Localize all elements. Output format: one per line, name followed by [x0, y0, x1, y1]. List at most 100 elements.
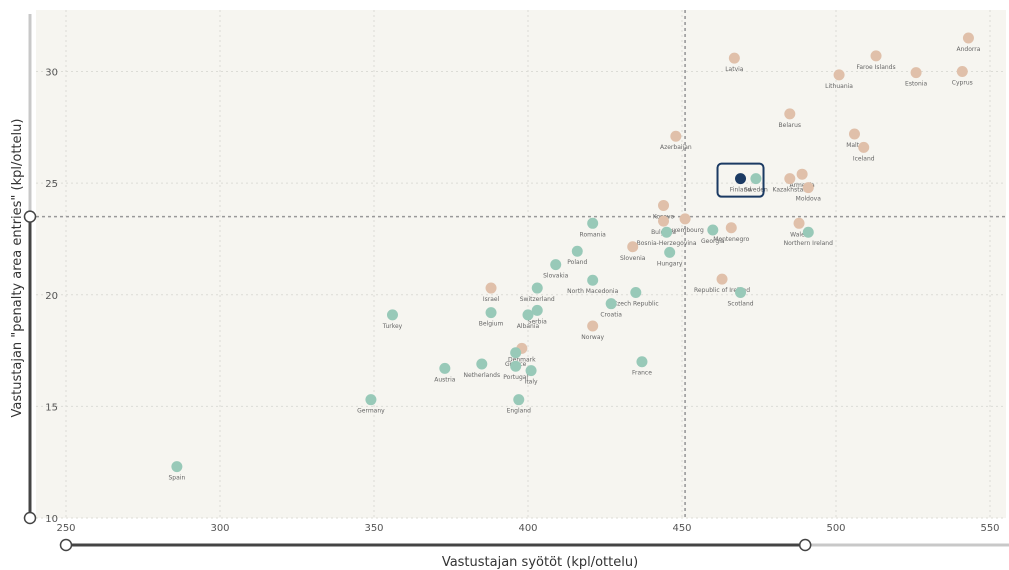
data-point-label: Albania [517, 323, 540, 330]
data-point-label: Lithuania [825, 83, 853, 90]
data-point[interactable] [485, 307, 497, 319]
data-point[interactable] [513, 394, 525, 406]
data-point[interactable] [802, 182, 814, 194]
data-point[interactable] [587, 217, 599, 229]
data-point[interactable] [728, 52, 740, 64]
data-point-label: Estonia [905, 81, 927, 88]
data-point-label: Scotland [727, 301, 753, 308]
data-point[interactable] [531, 304, 543, 316]
data-point[interactable] [485, 282, 497, 294]
data-point-label: Turkey [382, 323, 403, 330]
data-point[interactable] [679, 213, 691, 225]
data-point-label: Croatia [600, 312, 622, 319]
data-point[interactable] [796, 168, 808, 180]
data-point-label: Republic of Ireland [694, 287, 750, 294]
data-point-label: Italy [525, 379, 538, 386]
data-point[interactable] [802, 226, 814, 238]
data-point-label: Slovenia [620, 255, 646, 262]
data-point-label: Azerbaijan [660, 144, 692, 151]
data-point[interactable] [476, 358, 488, 370]
data-point-label: Moldova [796, 196, 822, 203]
data-point[interactable] [510, 360, 522, 372]
data-point-label: Israel [483, 296, 500, 303]
x-tick-label: 400 [518, 523, 537, 534]
x-tick-label: 500 [826, 523, 845, 534]
data-point[interactable] [670, 130, 682, 142]
data-point[interactable] [658, 215, 670, 227]
data-point[interactable] [784, 108, 796, 120]
data-point-label: Faroe Islands [856, 64, 895, 71]
y-tick-label: 15 [45, 402, 58, 413]
data-point-label: Austria [434, 376, 456, 383]
data-point-label: Belgium [479, 321, 504, 328]
data-point[interactable] [716, 273, 728, 285]
data-point-label: England [507, 408, 532, 415]
x-axis-title: Vastustajan syötöt (kpl/ottelu) [442, 555, 638, 570]
y-tick-label: 20 [45, 291, 58, 302]
data-point-label: North Macedonia [567, 288, 618, 295]
data-point-label: Malta [846, 142, 863, 149]
data-point[interactable] [630, 287, 642, 299]
data-point[interactable] [627, 241, 639, 253]
data-point[interactable] [525, 365, 537, 377]
data-point[interactable] [870, 50, 882, 62]
highlight [716, 162, 765, 198]
data-point[interactable] [636, 356, 648, 368]
y-slider-max-handle[interactable] [23, 210, 37, 223]
x-tick-label: 450 [672, 523, 691, 534]
data-point[interactable] [956, 66, 968, 77]
data-point-label: Kazakhstan [773, 187, 808, 194]
data-point[interactable] [858, 141, 870, 153]
data-point[interactable] [439, 362, 451, 374]
data-point[interactable] [833, 69, 845, 81]
x-tick-label: 250 [56, 523, 75, 534]
data-point[interactable] [910, 67, 922, 79]
data-point[interactable] [587, 320, 599, 332]
y-tick-label: 30 [45, 68, 58, 79]
data-point[interactable] [386, 309, 398, 321]
data-point[interactable] [605, 298, 617, 310]
data-point[interactable] [658, 199, 670, 211]
data-point[interactable] [587, 274, 599, 286]
data-point-label: Wales [790, 231, 808, 238]
data-point-label: Latvia [725, 66, 744, 73]
data-point[interactable] [550, 259, 562, 271]
data-point-label: Serbia [528, 318, 547, 325]
plot-area [36, 10, 1006, 518]
data-point-label: Denmark [508, 356, 536, 363]
data-point-label: France [632, 370, 652, 377]
data-point[interactable] [750, 173, 762, 185]
y-slider-min-handle[interactable] [23, 511, 37, 525]
x-slider-max-handle[interactable] [798, 538, 812, 552]
x-tick-label: 350 [364, 523, 383, 534]
data-point[interactable] [510, 347, 522, 359]
data-point[interactable] [735, 173, 747, 185]
data-point[interactable] [793, 217, 805, 229]
sliders[interactable] [23, 14, 1009, 552]
axis-ticks: 250 300 350 400 450 500 550 10 15 20 25 30 [45, 68, 999, 535]
data-point[interactable] [171, 461, 183, 473]
data-point[interactable] [848, 128, 860, 140]
data-point[interactable] [365, 394, 377, 406]
data-point[interactable] [735, 287, 747, 299]
data-point[interactable] [531, 282, 543, 294]
data-point-label: Georgia [701, 238, 725, 245]
y-axis-title: Vastustajan "penalty area entries" (kpl/… [10, 119, 25, 418]
data-point-label: Germany [357, 408, 385, 415]
data-point[interactable] [664, 246, 676, 258]
points [171, 32, 974, 473]
data-point-label: Netherlands [464, 372, 501, 379]
data-point-label: Finland [730, 187, 752, 194]
data-point[interactable] [571, 245, 583, 257]
x-slider-min-handle[interactable] [59, 538, 73, 552]
data-point-label: Czech Republic [613, 301, 659, 308]
data-point[interactable] [962, 32, 974, 44]
data-point[interactable] [707, 224, 719, 236]
data-point-label: Armenia [790, 182, 815, 189]
data-point[interactable] [522, 309, 534, 321]
grid [36, 10, 1006, 519]
data-point[interactable] [784, 173, 796, 185]
reference-lines [36, 10, 1006, 518]
data-point[interactable] [725, 222, 737, 234]
data-point[interactable] [661, 226, 673, 238]
